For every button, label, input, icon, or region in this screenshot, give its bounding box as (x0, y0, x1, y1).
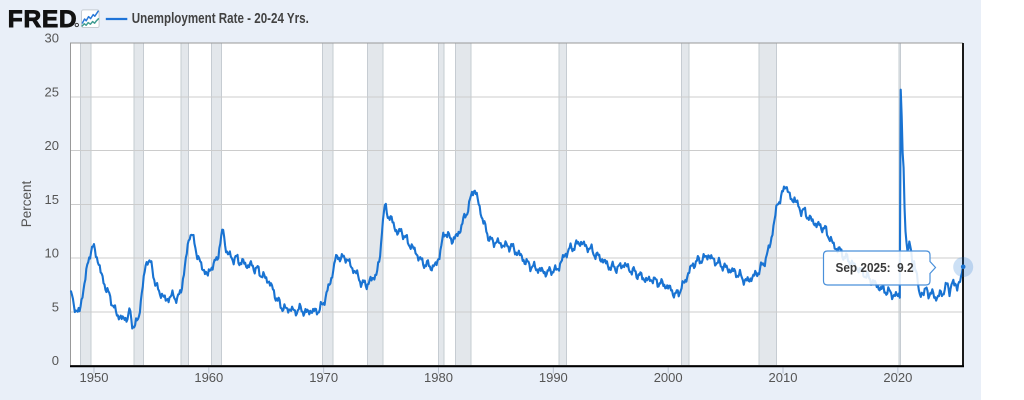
svg-text:2000: 2000 (654, 370, 683, 385)
svg-text:2020: 2020 (883, 370, 912, 385)
svg-text:FRED: FRED (8, 6, 78, 33)
svg-text:Unemployment Rate - 20-24 Yrs.: Unemployment Rate - 20-24 Yrs. (132, 10, 309, 27)
svg-text:1980: 1980 (424, 370, 453, 385)
svg-text:25: 25 (45, 84, 59, 99)
svg-text:1970: 1970 (309, 370, 338, 385)
svg-text:5: 5 (52, 299, 59, 314)
svg-text:10: 10 (45, 246, 59, 261)
svg-text:0: 0 (52, 353, 59, 368)
svg-text:2010: 2010 (769, 370, 798, 385)
svg-text:Sep 2025: 9.2: Sep 2025: 9.2 (836, 260, 914, 275)
svg-text:1950: 1950 (80, 370, 109, 385)
svg-text:20: 20 (45, 138, 59, 153)
svg-text:1990: 1990 (539, 370, 568, 385)
svg-text:Percent: Percent (19, 180, 34, 227)
svg-text:30: 30 (45, 31, 59, 46)
svg-text:1960: 1960 (194, 370, 223, 385)
svg-text:15: 15 (45, 192, 59, 207)
